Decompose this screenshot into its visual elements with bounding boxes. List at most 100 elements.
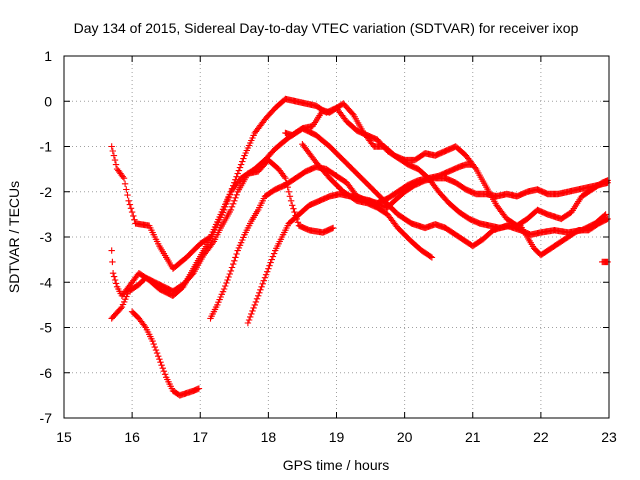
y-tick-label: 1 bbox=[44, 48, 52, 64]
data-point bbox=[120, 175, 128, 182]
data-point bbox=[258, 283, 265, 290]
y-tick-label: -5 bbox=[40, 320, 53, 336]
y-tick-label: -7 bbox=[40, 410, 53, 426]
data-point bbox=[189, 271, 196, 278]
series-track-6 bbox=[282, 104, 611, 259]
y-tick-label: -6 bbox=[40, 365, 53, 381]
data-point bbox=[223, 200, 230, 207]
data-point bbox=[109, 258, 116, 266]
data-point bbox=[225, 194, 232, 201]
data-point bbox=[149, 337, 156, 345]
data-point bbox=[223, 279, 230, 287]
data-point bbox=[121, 298, 128, 306]
data-point bbox=[328, 225, 336, 232]
data-point bbox=[264, 268, 271, 275]
data-point bbox=[230, 182, 237, 189]
data-point bbox=[125, 197, 132, 204]
data-point bbox=[111, 276, 119, 284]
data-point bbox=[240, 234, 247, 241]
data-point bbox=[602, 211, 609, 218]
data-point bbox=[130, 212, 137, 220]
series-track-5 bbox=[244, 175, 611, 327]
series-track-3 bbox=[108, 156, 337, 322]
data-point bbox=[255, 292, 262, 299]
data-point bbox=[251, 301, 258, 309]
data-point bbox=[222, 203, 229, 210]
chart-title: Day 134 of 2015, Sidereal Day-to-day VTE… bbox=[74, 20, 579, 36]
data-point bbox=[427, 253, 434, 260]
data-point bbox=[266, 262, 273, 269]
data-point bbox=[270, 250, 278, 257]
data-point bbox=[256, 289, 263, 296]
data-point bbox=[604, 258, 611, 266]
data-point bbox=[240, 155, 247, 162]
data-point bbox=[287, 197, 295, 204]
data-point bbox=[195, 385, 203, 392]
data-point bbox=[123, 293, 130, 300]
series-track-7 bbox=[128, 308, 203, 399]
data-point bbox=[161, 371, 169, 378]
data-point bbox=[157, 359, 164, 366]
data-point bbox=[111, 156, 119, 164]
data-point bbox=[128, 208, 136, 216]
x-tick-label: 21 bbox=[465, 429, 481, 445]
data-point bbox=[227, 206, 235, 214]
data-point bbox=[262, 271, 270, 278]
data-point bbox=[152, 346, 160, 354]
data-point bbox=[230, 200, 237, 207]
data-point bbox=[224, 276, 231, 284]
data-point bbox=[126, 201, 134, 208]
data-point bbox=[228, 185, 236, 192]
data-point bbox=[252, 298, 260, 306]
data-point bbox=[110, 152, 118, 159]
data-point bbox=[291, 208, 298, 216]
data-point bbox=[269, 253, 277, 260]
data-point bbox=[290, 205, 297, 212]
data-point bbox=[121, 180, 129, 187]
data-point bbox=[237, 239, 245, 246]
data-point bbox=[282, 175, 289, 182]
y-tick-label: -3 bbox=[40, 229, 53, 245]
data-point bbox=[239, 158, 246, 165]
data-series bbox=[108, 95, 611, 399]
data-point bbox=[231, 257, 238, 264]
data-point bbox=[151, 343, 158, 351]
data-point bbox=[236, 164, 244, 171]
data-point bbox=[230, 260, 237, 268]
y-axis-tick-labels: 1 0 -1 -2 -3 -4 -5 -6 -7 bbox=[40, 48, 53, 426]
data-point bbox=[222, 282, 229, 290]
x-tick-label: 16 bbox=[124, 429, 140, 445]
x-axis-label: GPS time / hours bbox=[283, 457, 390, 473]
data-point bbox=[253, 295, 261, 302]
data-point bbox=[469, 161, 476, 168]
data-point bbox=[289, 202, 296, 209]
x-axis-tick-labels: 15 16 17 18 19 20 21 22 23 bbox=[56, 429, 617, 445]
data-point bbox=[286, 193, 294, 200]
data-point bbox=[294, 219, 302, 226]
data-point bbox=[108, 247, 115, 254]
series-track-9 bbox=[599, 258, 611, 266]
data-point bbox=[249, 307, 256, 315]
data-point bbox=[160, 368, 168, 375]
data-point bbox=[109, 147, 116, 155]
data-point bbox=[155, 353, 162, 360]
data-point bbox=[250, 304, 257, 312]
data-point bbox=[127, 205, 135, 212]
y-tick-label: -4 bbox=[40, 274, 53, 290]
data-point bbox=[209, 239, 216, 247]
data-point bbox=[234, 170, 241, 177]
data-point bbox=[281, 173, 288, 180]
y-tick-label: 0 bbox=[44, 93, 52, 109]
data-point bbox=[228, 264, 236, 271]
data-point bbox=[231, 179, 238, 186]
data-point bbox=[233, 250, 240, 258]
y-axis-label: SDTVAR / TECUs bbox=[6, 181, 22, 293]
data-point bbox=[267, 259, 274, 266]
data-point bbox=[604, 215, 611, 223]
data-point bbox=[110, 273, 118, 280]
x-tick-label: 19 bbox=[329, 429, 345, 445]
data-point bbox=[219, 288, 227, 295]
data-point bbox=[220, 206, 228, 214]
data-point bbox=[150, 340, 157, 348]
